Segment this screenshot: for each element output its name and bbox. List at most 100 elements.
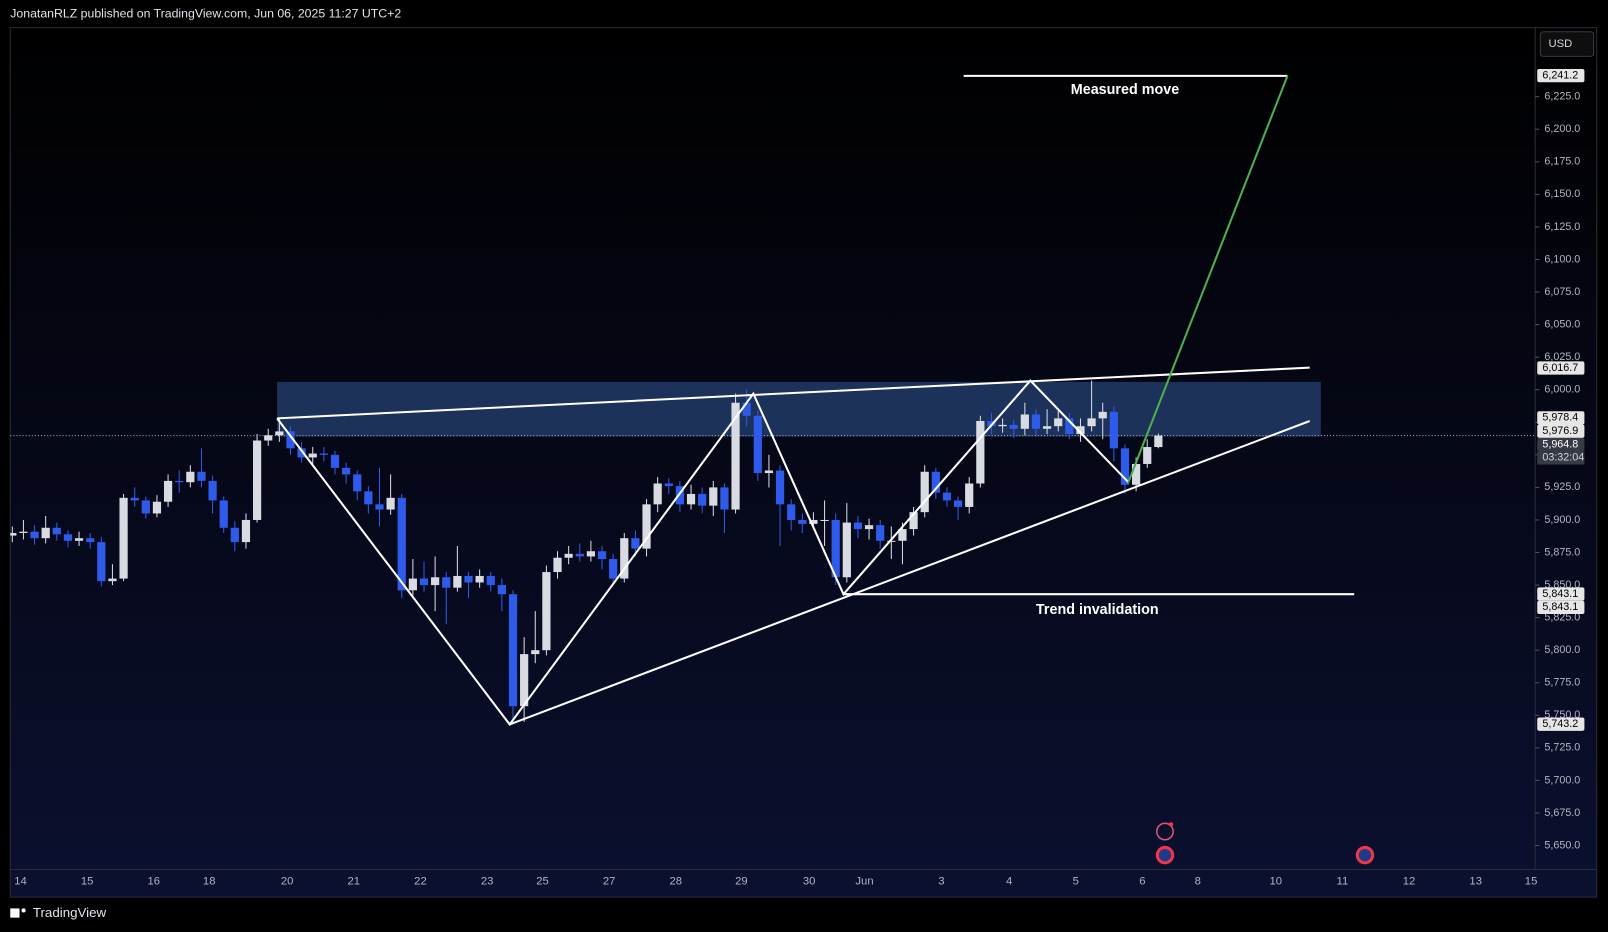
candle-body	[486, 575, 495, 586]
candle-body	[842, 522, 851, 578]
y-tick-label: 5,825.0	[1544, 611, 1580, 623]
candle-body	[364, 491, 373, 505]
logo	[10, 908, 26, 918]
candle-body	[586, 551, 596, 557]
candle-body	[609, 559, 618, 579]
candle-body	[208, 480, 217, 501]
candle-body	[108, 578, 117, 582]
candle-body	[97, 542, 106, 582]
price-tag-label: 5,843.1	[1542, 588, 1578, 600]
y-tick-label: 6,200.0	[1544, 123, 1580, 135]
x-tick-label: 14	[14, 876, 27, 888]
candle-body	[1087, 418, 1096, 427]
candle-body	[531, 650, 540, 655]
price-tag-label: 5,743.2	[1542, 718, 1578, 730]
candle-body	[297, 448, 306, 458]
candle-body	[1009, 424, 1018, 429]
price-tag	[1537, 587, 1585, 601]
x-tick-label: 21	[348, 876, 361, 888]
candle-body	[386, 497, 395, 510]
candle-body	[41, 527, 50, 539]
trend-line	[277, 366, 1310, 420]
price-tag	[1537, 68, 1585, 83]
candle-body	[597, 551, 607, 560]
candle-body	[675, 486, 685, 505]
y-tick-label: 6,100.0	[1544, 253, 1580, 265]
annotation: Measured move	[1071, 82, 1179, 98]
candle-body	[119, 497, 128, 579]
price-tag-label: 5,976.9	[1542, 425, 1578, 437]
candle-body	[653, 483, 662, 505]
y-tick-label: 6,150.0	[1544, 188, 1580, 200]
candle-body	[553, 557, 562, 573]
x-tick-label: 29	[735, 876, 748, 888]
x-tick-label: 23	[481, 876, 494, 888]
x-tick-label: 22	[414, 876, 427, 888]
x-tick-label: 15	[81, 876, 94, 888]
candle-body	[976, 420, 985, 484]
x-tick-label: 15	[1525, 876, 1538, 888]
plot	[10, 74, 1536, 727]
candle-body	[186, 471, 195, 483]
candle-body	[1143, 447, 1152, 464]
y-tick-label: 5,750.0	[1544, 709, 1580, 721]
y-tick-label: 5,725.0	[1544, 742, 1580, 754]
price-tag	[1537, 717, 1585, 731]
candle-body	[275, 431, 284, 436]
publisher: JonatanRLZ published on TradingView.com,…	[10, 7, 401, 21]
x-tick-label: Jun	[855, 876, 873, 888]
x-tick-label: 20	[281, 876, 294, 888]
y-tick-label: 6,175.0	[1544, 156, 1580, 168]
y-tick-label: 5,650.0	[1544, 839, 1580, 851]
candle-body	[564, 553, 573, 558]
candle-body	[497, 585, 506, 595]
currency[interactable]: USD	[1549, 38, 1573, 50]
candle-body	[720, 487, 729, 510]
candle-body	[375, 504, 384, 510]
x-tick-label: 16	[148, 876, 161, 888]
x-tick-label: 27	[603, 876, 616, 888]
candle-body	[998, 424, 1007, 427]
x-tick-label: 18	[203, 876, 216, 888]
countdown: 03:32:04	[1542, 452, 1584, 464]
trend-line	[1127, 75, 1289, 483]
price-tag	[1537, 600, 1585, 615]
trend-line	[509, 420, 1311, 726]
candle-body	[520, 654, 529, 707]
x-tick-label: 3	[938, 876, 944, 888]
y-tick-label: 6,225.0	[1544, 91, 1580, 103]
candle-body	[342, 467, 351, 475]
price-tag-label: 5,978.4	[1542, 412, 1578, 424]
candle-body	[10, 532, 17, 536]
candle-body	[909, 512, 918, 530]
candle-body	[30, 531, 39, 539]
candle-body	[876, 525, 885, 541]
y-tick-label: 6,025.0	[1544, 351, 1580, 363]
candle-body	[798, 519, 807, 524]
candle-body	[787, 504, 796, 520]
candle-body	[764, 470, 774, 474]
candle-body	[942, 492, 952, 501]
candle-body	[1120, 448, 1130, 485]
brand: TradingView	[33, 905, 107, 920]
candle-body	[1031, 414, 1041, 429]
candle-body	[475, 575, 484, 583]
candle-body	[831, 519, 840, 578]
y-tick-label: 6,050.0	[1544, 318, 1580, 330]
candle-body	[353, 474, 362, 492]
plot-area	[9, 27, 1598, 898]
candle-body	[19, 531, 28, 533]
annotation: Trend invalidation	[1036, 602, 1159, 618]
candle-body	[542, 572, 551, 651]
candle-body	[330, 454, 340, 468]
candle-body	[286, 431, 295, 449]
y-tick-label: 5,925.0	[1544, 481, 1580, 493]
candle-body	[686, 493, 696, 505]
x-tick-label: 10	[1269, 876, 1282, 888]
x-tick-label: 25	[536, 876, 549, 888]
candle-body	[1109, 411, 1118, 449]
currency-button[interactable]	[1539, 31, 1595, 57]
candle-body	[742, 402, 751, 416]
candle-body	[1065, 418, 1074, 435]
